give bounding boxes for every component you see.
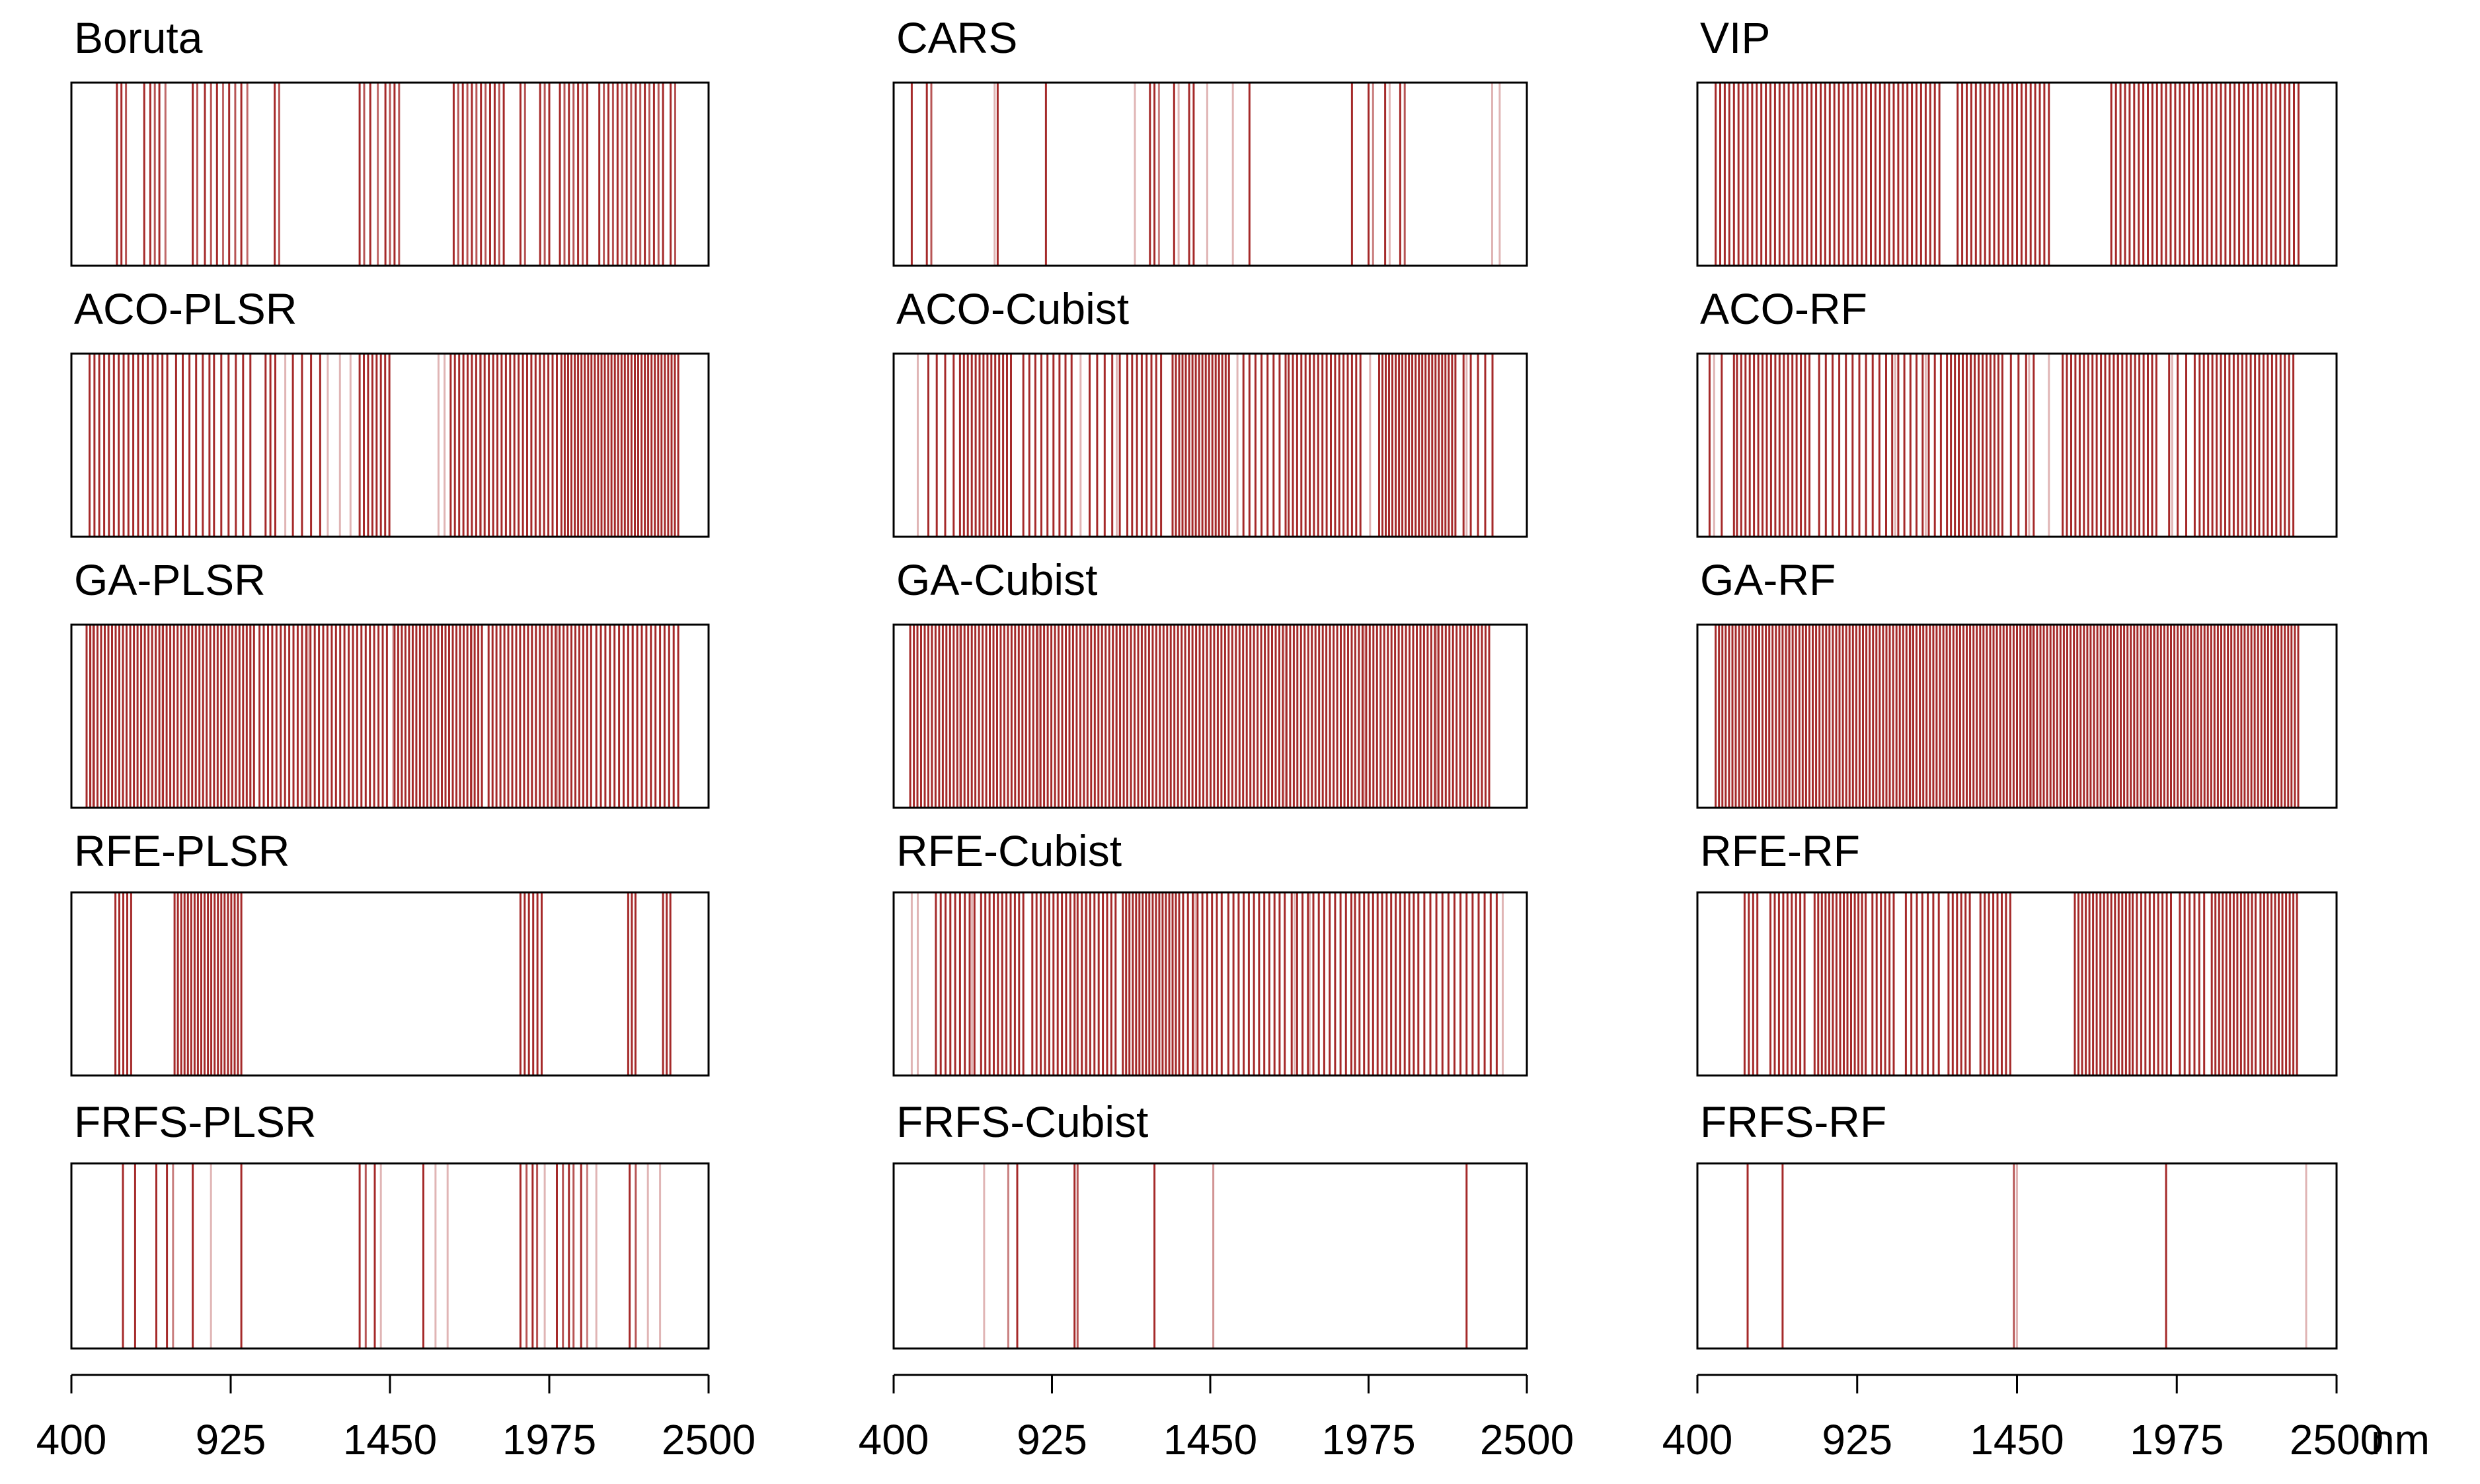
panel-title-ga-cubist: GA-Cubist xyxy=(896,555,1097,604)
panel-title-ga-rf: GA-RF xyxy=(1700,555,1836,604)
panel-frame-vip xyxy=(1696,81,2338,267)
panel-frfs-plsr: FRFS-PLSR xyxy=(70,1097,710,1350)
panel-frame-rfe-cubist xyxy=(892,891,1528,1077)
x-axes-layer: 400 925 1450 1975 2500 400 925 1450 1975 2500 400 9… xyxy=(36,1374,2430,1464)
panel-frame-ga-rf xyxy=(1696,623,2338,809)
panel-aco-plsr: ACO-PLSR xyxy=(70,284,710,538)
panel-frame-aco-rf xyxy=(1696,352,2338,538)
panel-title-rfe-rf: RFE-RF xyxy=(1700,826,1860,875)
x-tick-label: 1450 xyxy=(343,1416,437,1464)
panel-rfe-plsr: RFE-PLSR xyxy=(70,826,710,1077)
panel-title-aco-plsr: ACO-PLSR xyxy=(74,284,297,333)
panel-aco-cubist: ACO-Cubist xyxy=(892,284,1528,538)
panel-ga-cubist: GA-Cubist xyxy=(892,555,1528,809)
x-tick-label: 400 xyxy=(1662,1416,1733,1464)
panel-title-aco-rf: ACO-RF xyxy=(1700,284,1867,333)
panel-vip: VIP xyxy=(1696,13,2338,267)
panel-frame-aco-plsr xyxy=(70,352,710,538)
panel-frfs-cubist: FRFS-Cubist xyxy=(892,1097,1528,1350)
x-tick-label: 400 xyxy=(859,1416,929,1464)
panel-title-cars: CARS xyxy=(896,13,1017,62)
panel-frame-boruta xyxy=(70,81,710,267)
panel-frame-rfe-plsr xyxy=(70,891,710,1077)
panels-layer: Boruta CARS VIP ACO-PLSR ACO-Cubist ACO-RF GA-… xyxy=(70,13,2338,1350)
x-tick-label: 925 xyxy=(1822,1416,1892,1464)
panel-frame-frfs-rf xyxy=(1696,1162,2338,1350)
x-tick-label: 1975 xyxy=(502,1416,596,1464)
x-tick-label: 2500 xyxy=(2290,1416,2383,1464)
x-tick-label: 2500 xyxy=(662,1416,756,1464)
x-tick-label: 925 xyxy=(1017,1416,1087,1464)
panel-rfe-rf: RFE-RF xyxy=(1696,826,2338,1077)
x-tick-label: 2500 xyxy=(1480,1416,1574,1464)
x-unit-label: nm xyxy=(2371,1416,2430,1464)
panel-frfs-rf: FRFS-RF xyxy=(1696,1097,2338,1350)
x-tick-label: 1450 xyxy=(1970,1416,2064,1464)
panel-title-frfs-cubist: FRFS-Cubist xyxy=(896,1097,1148,1146)
panel-title-ga-plsr: GA-PLSR xyxy=(74,555,266,604)
x-tick-label: 925 xyxy=(196,1416,266,1464)
panel-title-frfs-plsr: FRFS-PLSR xyxy=(74,1097,317,1146)
panel-frame-cars xyxy=(892,81,1528,267)
panel-ga-rf: GA-RF xyxy=(1696,555,2338,809)
x-tick-label: 1975 xyxy=(1321,1416,1415,1464)
panel-rfe-cubist: RFE-Cubist xyxy=(892,826,1528,1077)
panel-frame-frfs-cubist xyxy=(892,1162,1528,1350)
x-tick-label: 400 xyxy=(36,1416,107,1464)
x-axis-col-2: 400 925 1450 1975 2500 xyxy=(859,1374,1574,1464)
x-tick-label: 1975 xyxy=(2130,1416,2224,1464)
panel-title-vip: VIP xyxy=(1700,13,1770,62)
panel-frame-ga-cubist xyxy=(892,623,1528,809)
x-axis-col-1: 400 925 1450 1975 2500 xyxy=(36,1374,756,1464)
panel-frame-frfs-plsr xyxy=(70,1162,710,1350)
panel-title-rfe-cubist: RFE-Cubist xyxy=(896,826,1122,875)
panel-title-frfs-rf: FRFS-RF xyxy=(1700,1097,1886,1146)
x-tick-label: 1450 xyxy=(1163,1416,1257,1464)
panel-aco-rf: ACO-RF xyxy=(1696,284,2338,538)
panel-boruta: Boruta xyxy=(70,13,710,267)
panel-title-aco-cubist: ACO-Cubist xyxy=(896,284,1129,333)
panel-cars: CARS xyxy=(892,13,1528,267)
panel-frame-rfe-rf xyxy=(1696,891,2338,1077)
panel-frame-aco-cubist xyxy=(892,352,1528,538)
panel-frame-ga-plsr xyxy=(70,623,710,809)
panel-ga-plsr: GA-PLSR xyxy=(70,555,710,809)
panel-title-boruta: Boruta xyxy=(74,13,203,62)
panel-title-rfe-plsr: RFE-PLSR xyxy=(74,826,290,875)
